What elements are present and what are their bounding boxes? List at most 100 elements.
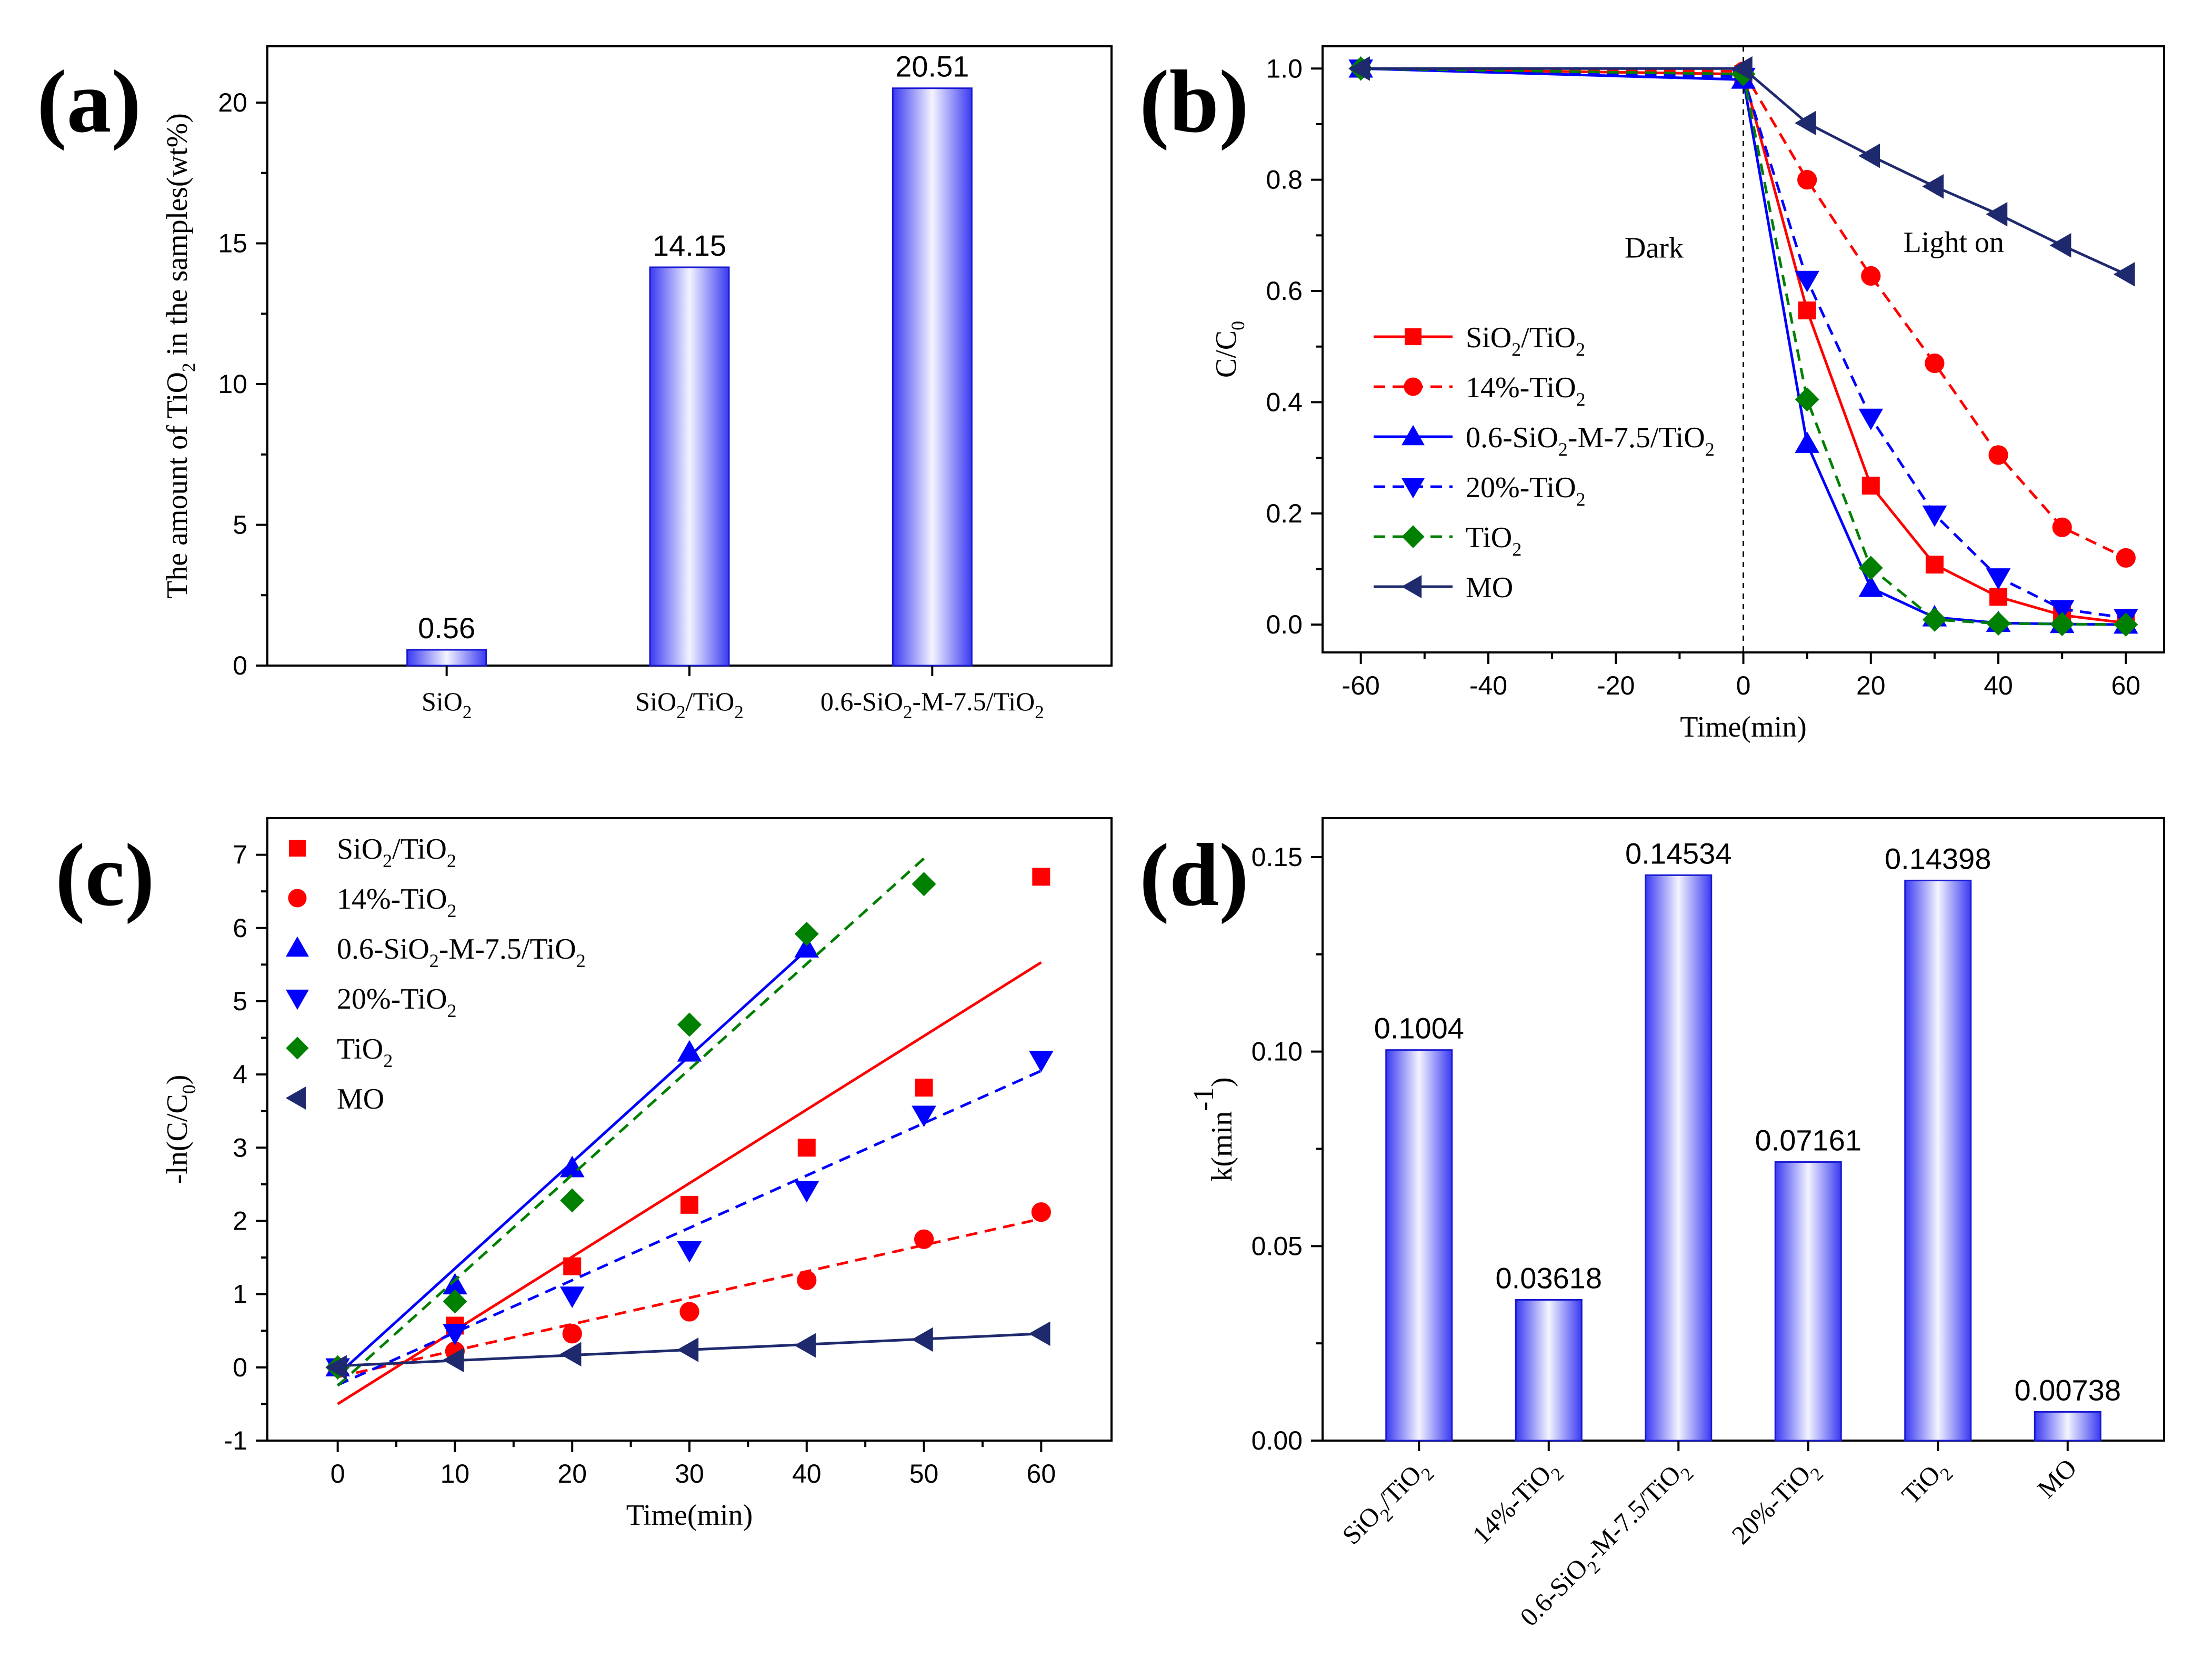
- bar-a-1: [649, 266, 730, 667]
- data-point-b-5-4: [1922, 174, 1944, 199]
- y-tick-label-c: 7: [233, 840, 247, 870]
- data-point-b-4-7: [2114, 612, 2138, 637]
- x-tick-label-c: 20: [557, 1459, 587, 1488]
- bar-d-1: [1515, 1299, 1583, 1442]
- data-point-c-5-6: [1028, 1321, 1050, 1346]
- data-point-c-1-3: [679, 1302, 699, 1322]
- y-tick-label-a: 5: [233, 510, 247, 540]
- data-point-b-0-2: [1798, 301, 1816, 320]
- data-point-b-5-3: [1858, 143, 1880, 168]
- legend-label-b-1: 14%-TiO2: [1466, 371, 1586, 410]
- x-category-label-d-0: SiO2/TiO2: [1336, 1453, 1438, 1554]
- data-point-b-3-4: [1922, 505, 1947, 527]
- panel-d: 0.00 0.05 0.10 0.15 0.1004 SiO2/TiO2 0.03618 14…: [1139, 817, 2165, 1632]
- x-tick-label-c: 50: [909, 1459, 939, 1488]
- series-line-b-1: [1360, 67, 2127, 559]
- data-point-b-4-3: [1858, 556, 1883, 580]
- x-tick-label-b: 40: [1984, 671, 2013, 700]
- x-tick-label-b: 20: [1856, 671, 1886, 700]
- data-point-b-1-6: [2052, 517, 2072, 537]
- x-tick-label-b: 60: [2111, 671, 2141, 700]
- legend-label-c-3: 20%-TiO2: [337, 983, 457, 1021]
- series-line-b-3: [1360, 67, 2126, 619]
- x-tick-label-c: 30: [675, 1459, 704, 1488]
- series-b-5: [1348, 56, 2135, 287]
- bar-value-label-a-0: 0.56: [418, 611, 475, 645]
- data-point-b-2-3: [1858, 575, 1884, 597]
- x-tick-label-c: 60: [1027, 1459, 1056, 1488]
- x-category-label-d-1: 14%-TiO2: [1466, 1453, 1568, 1554]
- y-axis-label-d: k(min-1): [1187, 1077, 1238, 1181]
- y-tick-label-b: 0.0: [1266, 610, 1303, 639]
- data-point-b-1-3: [1861, 266, 1881, 286]
- data-point-c-5-1: [442, 1347, 464, 1373]
- y-axis-label-b: C/C0: [1210, 321, 1248, 378]
- x-tick-label-b: -60: [1342, 671, 1380, 700]
- data-point-c-3-3: [677, 1241, 702, 1263]
- legend-label-b-3: 20%-TiO2: [1466, 471, 1586, 510]
- data-point-c-2-2: [559, 1155, 585, 1178]
- y-axis-label-c: -ln(C/C0): [161, 1075, 199, 1184]
- y-tick-label-b: 0.8: [1266, 165, 1303, 195]
- data-point-b-5-5: [1986, 202, 2008, 227]
- data-point-c-0-3: [680, 1195, 698, 1214]
- plot-area-c: 0 10 20 30 40 50 60 -1 0 1 2 3 4 5 6 7 Time(min) -ln(C/C0…: [161, 817, 1113, 1532]
- y-tick-label-a: 0: [233, 651, 247, 680]
- y-axis-label-a: The amount of TiO2 in the samples(wt%): [161, 113, 199, 599]
- y-tick-label-b: 0.6: [1266, 276, 1303, 306]
- data-point-b-5-7: [2113, 261, 2135, 287]
- data-point-c-3-1: [443, 1324, 467, 1346]
- y-tick-label-c: 0: [233, 1353, 247, 1382]
- legend-c: SiO2/TiO2 14%-TiO2 0.6-SiO2-M-7.5/TiO2 20%-…: [285, 833, 586, 1115]
- y-tick-label-b: 0.2: [1266, 499, 1303, 528]
- data-point-c-0-5: [915, 1079, 933, 1097]
- x-category-label-a-2: 0.6-SiO2-M-7.5/TiO2: [820, 687, 1044, 722]
- y-tick-label-b: 1.0: [1266, 54, 1303, 83]
- legend-label-b-0: SiO2/TiO2: [1466, 321, 1585, 360]
- x-category-label-a-1: SiO2/TiO2: [635, 687, 744, 722]
- legend-marker-c-3: [286, 989, 309, 1010]
- panel-c: 0 10 20 30 40 50 60 -1 0 1 2 3 4 5 6 7 Time(min) -ln(C/C0…: [55, 817, 1113, 1532]
- legend-marker-b-4: [1402, 525, 1425, 548]
- legend-label-c-4: TiO2: [337, 1033, 393, 1071]
- data-point-c-4-3: [677, 1012, 702, 1037]
- x-tick-label-b: -40: [1469, 671, 1507, 700]
- panel-b: -60 -40 -20 0 20 40 60 0.0 0.2 0.4 0.6 0.8 1.0 Time(m…: [1139, 45, 2165, 743]
- series-c-1: [328, 1202, 1051, 1379]
- x-tick-label-c: 40: [792, 1459, 822, 1488]
- x-axis-label-b: Time(min): [1680, 711, 1807, 743]
- x-category-label-d-4: TiO2: [1896, 1453, 1957, 1514]
- data-point-c-4-2: [560, 1188, 585, 1213]
- data-point-c-3-5: [912, 1105, 936, 1128]
- panel-label-d: (d): [1139, 826, 1249, 924]
- bar-value-label-d-2: 0.14534: [1625, 837, 1731, 870]
- data-point-c-2-3: [677, 1040, 702, 1062]
- y-tick-label-b: 0.4: [1266, 387, 1303, 417]
- plot-area-b: -60 -40 -20 0 20 40 60 0.0 0.2 0.4 0.6 0.8 1.0 Time(m…: [1210, 45, 2165, 743]
- panel-a: 0 5 10 15 20 0.56 SiO2 14.15 SiO2/TiO2 20.51 0.6-S…: [37, 45, 1113, 722]
- series-c-5: [325, 1321, 1050, 1380]
- x-tick-label-b: -20: [1597, 671, 1635, 700]
- y-tick-label-c: 5: [233, 987, 247, 1016]
- y-tick-label-c: 4: [233, 1060, 247, 1089]
- data-point-b-0-4: [1925, 556, 1944, 574]
- y-tick-label-d: 0.10: [1252, 1037, 1303, 1067]
- legend-b: SiO2/TiO2 14%-TiO2 0.6-SiO2-M-7.5/TiO2 20%-…: [1374, 321, 1715, 604]
- data-point-b-1-2: [1797, 170, 1817, 190]
- annotation-b-1: Light on: [1904, 226, 2004, 259]
- bar-d-0: [1385, 1049, 1453, 1442]
- data-point-b-0-5: [1989, 588, 2008, 606]
- bar-d-2: [1645, 874, 1713, 1442]
- data-point-c-1-6: [1031, 1202, 1051, 1222]
- panel-label-c: (c): [55, 826, 155, 924]
- data-point-b-5-0: [1348, 56, 1370, 81]
- data-point-c-3-4: [794, 1181, 819, 1203]
- legend-label-c-0: SiO2/TiO2: [337, 833, 456, 871]
- bar-value-label-a-1: 14.15: [653, 229, 726, 262]
- data-point-c-3-2: [559, 1286, 585, 1309]
- legend-marker-b-2: [1402, 425, 1425, 446]
- y-tick-label-a: 10: [218, 369, 247, 399]
- y-tick-label-a: 15: [218, 229, 247, 258]
- panel-label-a: (a): [37, 52, 141, 151]
